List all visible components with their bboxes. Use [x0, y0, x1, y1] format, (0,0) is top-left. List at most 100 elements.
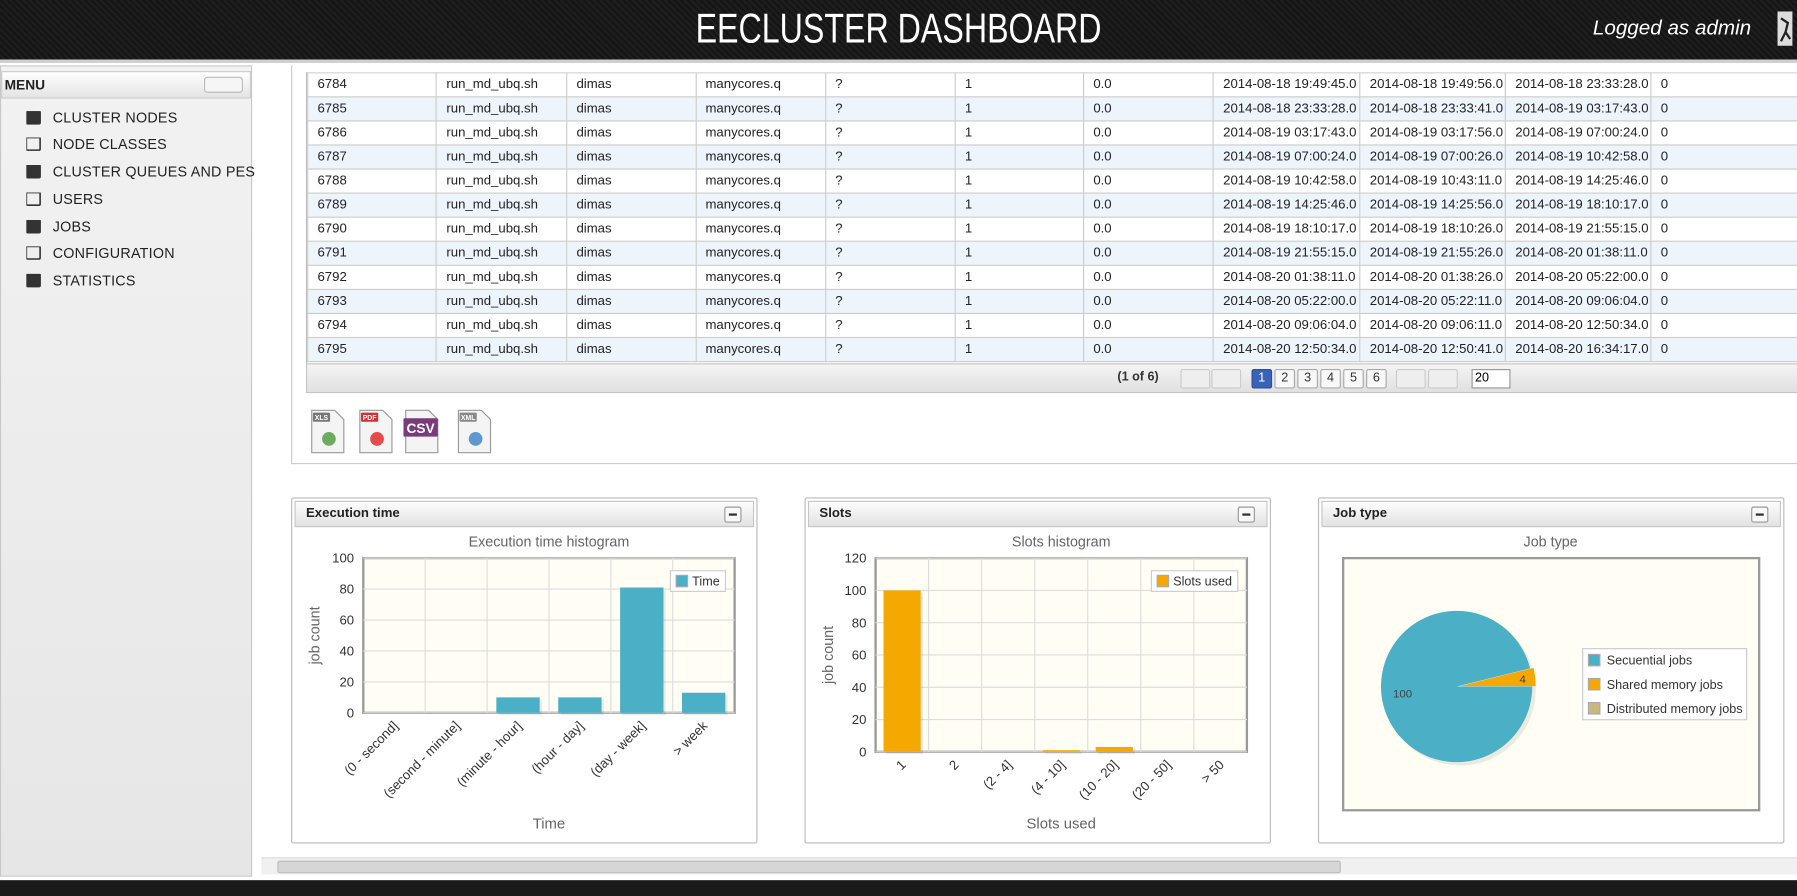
table-cell: 0.0 [1082, 336, 1214, 363]
chart-title: Slots histogram [1012, 535, 1111, 551]
export-button[interactable]: XML [456, 409, 495, 455]
page-button[interactable]: 6 [1366, 369, 1387, 389]
table-row[interactable]: 6786 run_md_ubq.sh dimas manycores.q? 1 0.0 20… [307, 120, 1797, 146]
icon-shape [26, 111, 41, 125]
page-button[interactable]: 5 [1343, 369, 1364, 389]
table-cell: run_md_ubq.sh [436, 336, 568, 363]
table-cell: dimas [566, 288, 697, 315]
table-cell: 2014-08-19 14:25:46.0 [1212, 192, 1361, 218]
table-row[interactable]: 6785 run_md_ubq.sh dimas manycores.q? 1 0.0 20… [307, 96, 1797, 122]
table-cell: run_md_ubq.sh [436, 144, 568, 170]
table-row[interactable]: 6793 run_md_ubq.sh dimas manycores.q? 1 0.0 20… [307, 288, 1797, 315]
table-cell: manycores.q [695, 288, 827, 315]
minimize-button[interactable] [1751, 506, 1769, 523]
export-button[interactable]: XLS [309, 409, 348, 455]
table-cell: 2014-08-18 19:49:56.0 [1359, 72, 1507, 98]
table-cell: 0.0 [1082, 120, 1214, 146]
table-cell: 2014-08-19 03:17:56.0 [1359, 120, 1507, 146]
table-cell: dimas [566, 120, 697, 146]
export-button[interactable]: CSV [403, 409, 442, 455]
table-cell: 6787 [307, 144, 438, 170]
file-type: XML [461, 415, 475, 422]
page-button[interactable]: 1 [1251, 369, 1273, 389]
table-cell: 0 [1650, 144, 1797, 170]
collapse-button[interactable] [203, 76, 243, 93]
first-page[interactable] [1180, 369, 1211, 389]
minimize-button[interactable] [724, 506, 742, 523]
jobs-panel [291, 65, 1797, 465]
table-cell: 6785 [307, 96, 438, 122]
file-type: XLS [315, 415, 329, 422]
table-cell: 0.0 [1082, 72, 1214, 98]
scroll-thumb[interactable] [277, 860, 1341, 874]
y-tick-label: 80 [339, 582, 354, 597]
table-cell: 0 [1650, 168, 1797, 194]
bar [1095, 746, 1133, 752]
rows-per-page[interactable]: 20 [1471, 369, 1511, 389]
table-cell: 0.0 [1082, 192, 1214, 218]
y-axis-label: job count [821, 626, 837, 685]
table-row[interactable]: 6784 run_md_ubq.sh dimas manycores.q? 1 0.0 20… [307, 72, 1797, 98]
table-cell: 2014-08-19 03:17:43.0 [1212, 120, 1361, 146]
table-cell: 6792 [307, 264, 438, 290]
bar-shadow [1044, 752, 1083, 755]
panel-header: Slots [807, 500, 1268, 528]
x-tick-label: 1 [893, 757, 909, 773]
table-row[interactable]: 6792 run_md_ubq.sh dimas manycores.q? 1 0.0 20… [307, 264, 1797, 290]
table-cell: ? [824, 72, 956, 98]
panel-title: Slots [819, 506, 852, 521]
table-cell: run_md_ubq.sh [436, 240, 568, 266]
y-tick-label: 100 [332, 551, 354, 566]
table-cell: dimas [566, 240, 697, 266]
y-tick-label: 60 [339, 613, 354, 628]
file-type: CSV [406, 421, 435, 436]
table-cell: run_md_ubq.sh [436, 312, 568, 339]
menu-icon [26, 137, 41, 151]
logout-button[interactable] [1776, 11, 1794, 46]
table-row[interactable]: 6794 run_md_ubq.sh dimas manycores.q? 1 0.0 20… [307, 312, 1797, 339]
table-cell: 6786 [307, 120, 438, 146]
table-cell: 2014-08-20 05:22:00.0 [1212, 288, 1361, 315]
legend-swatch [1587, 677, 1601, 691]
x-axis-label: Slots used [1027, 817, 1096, 833]
x-axis-label: Time [533, 817, 566, 833]
table-row[interactable]: 6787 run_md_ubq.sh dimas manycores.q? 1 0.0 20… [307, 144, 1797, 170]
table-row[interactable]: 6791 run_md_ubq.sh dimas manycores.q? 1 0.0 20… [307, 240, 1797, 266]
minimize-button[interactable] [1237, 506, 1255, 523]
table-row[interactable]: 6789 run_md_ubq.sh dimas manycores.q? 1 0.0 20… [307, 192, 1797, 218]
next-page[interactable] [1395, 369, 1426, 389]
table-cell: run_md_ubq.sh [436, 168, 568, 194]
table-cell: manycores.q [695, 336, 827, 363]
legend-label: Shared memory jobs [1607, 678, 1723, 692]
table-cell: 2014-08-20 09:06:04.0 [1212, 312, 1361, 339]
table-cell: 1 [954, 168, 1085, 194]
table-row[interactable]: 6788 run_md_ubq.sh dimas manycores.q? 1 0.0 20… [307, 168, 1797, 194]
table-cell: 1 [954, 312, 1085, 339]
table-cell: 6788 [307, 168, 438, 194]
table-cell: manycores.q [695, 312, 827, 339]
table-cell: manycores.q [695, 144, 827, 170]
last-page[interactable] [1427, 369, 1458, 389]
menu-header: MENU [1, 71, 251, 99]
table-cell: manycores.q [695, 120, 827, 146]
export-button[interactable]: PDF [358, 409, 397, 455]
table-cell: 0 [1650, 120, 1797, 146]
table-row[interactable]: 6795 run_md_ubq.sh dimas manycores.q? 1 0.0 20… [307, 336, 1797, 363]
page-button[interactable]: 2 [1274, 369, 1296, 389]
table-cell: dimas [566, 216, 697, 242]
page-button[interactable]: 3 [1297, 369, 1318, 389]
y-axis-label: job count [308, 606, 324, 665]
table-cell: 2014-08-19 07:00:24.0 [1504, 120, 1652, 146]
data-label: 100 [1393, 689, 1412, 701]
x-tick-label: (2 - 4] [980, 757, 1015, 792]
pie-slice-group [1380, 610, 1533, 763]
menu-icon [26, 111, 41, 125]
table-cell: 2014-08-20 01:38:11.0 [1504, 240, 1652, 266]
horizontal-scrollbar[interactable] [261, 857, 1797, 875]
table-cell: 0 [1650, 336, 1797, 363]
page-button[interactable]: 4 [1320, 369, 1341, 389]
table-row[interactable]: 6790 run_md_ubq.sh dimas manycores.q? 1 0.0 20… [307, 216, 1797, 242]
x-tick-label: (0 - second] [341, 718, 401, 778]
table-cell: dimas [566, 72, 697, 98]
prev-page[interactable] [1211, 369, 1242, 389]
